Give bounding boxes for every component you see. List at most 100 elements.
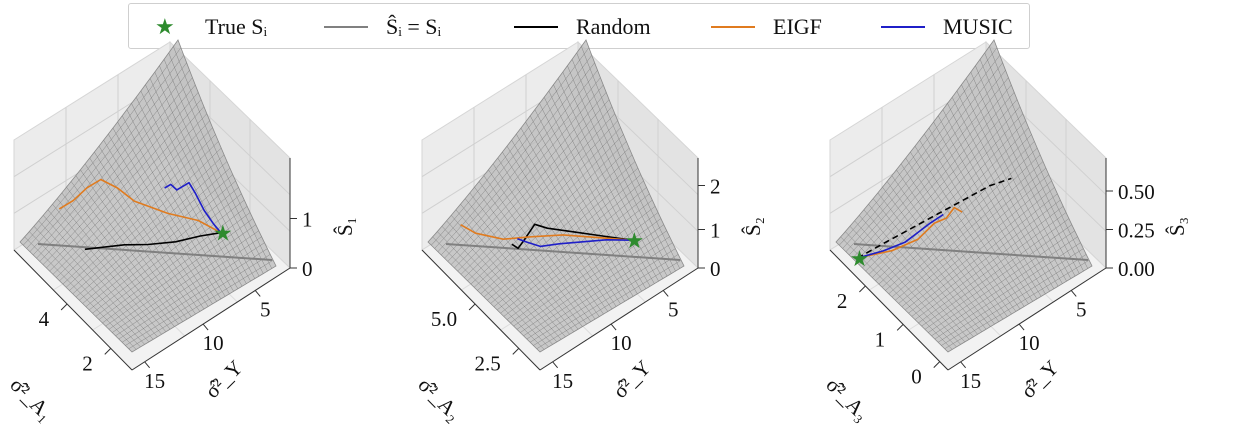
- surface-mesh: [921, 218, 1070, 327]
- surface-mesh: [163, 59, 264, 274]
- surface-mesh: [941, 254, 1087, 346]
- surface-mesh: [103, 139, 209, 307]
- y-tick-label: 15: [144, 369, 165, 393]
- surface-mesh: [989, 46, 1089, 269]
- y-axis-label: σ̂²_Y: [200, 355, 248, 403]
- line-swatch-eigf: [711, 17, 755, 37]
- surface-mesh: [500, 193, 650, 314]
- surface-mesh: [979, 59, 1080, 274]
- y-tick-label: 10: [1019, 331, 1040, 355]
- surface-mesh: [510, 212, 659, 324]
- surface-mesh: [534, 109, 638, 294]
- z-axis-label: Ŝ₁: [333, 217, 357, 236]
- surface-mesh: [82, 174, 233, 304]
- legend-label-true: True Sᵢ: [205, 14, 268, 39]
- surface-mesh: [533, 254, 679, 346]
- surface-mesh: [539, 103, 642, 292]
- series-line-random: [84, 231, 222, 251]
- surface-mesh: [149, 78, 251, 282]
- y-axis-line: [947, 267, 1107, 371]
- surface-mesh: [75, 161, 228, 298]
- y-axis-line: [539, 267, 699, 371]
- legend-label-ideal: Ŝᵢ = Sᵢ: [386, 14, 442, 39]
- legend: ★ True Sᵢ Ŝᵢ = Sᵢ Random EIGF MUSIC: [128, 3, 1030, 49]
- surface-mesh: [931, 236, 1078, 336]
- legend-item-random: Random: [514, 4, 651, 50]
- surface-mesh: [562, 71, 663, 279]
- x-tick-label: 2.5: [475, 351, 501, 375]
- legend-item-ideal: Ŝᵢ = Sᵢ: [324, 4, 441, 50]
- y-tick-label: 5: [260, 297, 271, 321]
- surface-mesh: [924, 133, 1029, 305]
- y-tick-label: 5: [1076, 297, 1087, 321]
- y-axis-line: [131, 267, 291, 371]
- z-tick-label: 0.00: [1118, 257, 1155, 281]
- surface-mesh: [92, 193, 242, 314]
- legend-item-true: ★ True Sᵢ: [143, 4, 267, 50]
- surface-mesh: [529, 248, 676, 343]
- surface-mesh: [581, 46, 681, 269]
- series-line-eigf: [460, 224, 633, 241]
- line-swatch-ideal: [324, 17, 368, 37]
- surface-mesh: [523, 236, 670, 336]
- surface-mesh: [557, 78, 659, 282]
- surface-mesh: [891, 161, 1044, 298]
- surface-mesh: [961, 84, 1063, 284]
- x-tick-label: 4: [39, 307, 50, 331]
- surface-mesh: [928, 230, 1075, 333]
- x-axis-line: [829, 249, 949, 371]
- y-tick-label: 15: [552, 369, 573, 393]
- x-tick: [859, 285, 866, 293]
- surface-mesh: [513, 218, 662, 327]
- surface-mesh: [112, 230, 259, 333]
- surface-mesh: [895, 167, 1047, 301]
- x-tick-label: 2: [82, 351, 93, 375]
- panel-1: ★ 4 2 5 10 15 0 1 σ̂²_A₁ σ̂²_Y Ŝ₁: [5, 39, 357, 425]
- star-icon: ★: [155, 14, 175, 39]
- y-tick: [552, 361, 559, 369]
- surface-mesh: [947, 103, 1050, 292]
- surface-mesh: [122, 115, 226, 297]
- surface-mesh: [530, 115, 634, 297]
- x-tick: [60, 303, 68, 311]
- surface: [427, 39, 685, 353]
- x-axis-line: [13, 249, 133, 371]
- surface-mesh: [938, 115, 1042, 297]
- surface-mesh: [918, 212, 1067, 324]
- y-tick-label: 5: [668, 297, 679, 321]
- surface-mesh: [571, 59, 672, 274]
- surface-mesh: [102, 212, 251, 324]
- z-tick-label: 0.25: [1118, 219, 1155, 243]
- legend-item-eigf: EIGF: [711, 4, 822, 50]
- surface-mesh: [128, 260, 274, 349]
- z-axis-label: Ŝ₂: [741, 217, 765, 236]
- surface-mesh: [79, 167, 231, 301]
- surface-mesh: [576, 52, 676, 272]
- y-tick: [202, 323, 209, 331]
- series-line-music: [164, 181, 222, 234]
- surface-mesh: [511, 139, 617, 307]
- surface-mesh: [490, 174, 641, 304]
- x-axis-line: [421, 249, 541, 371]
- series-line-ideal: [445, 243, 681, 261]
- surface-mesh: [135, 97, 239, 289]
- surface-mesh: [108, 224, 256, 330]
- surface-mesh: [115, 236, 262, 336]
- surface-mesh: [970, 71, 1071, 279]
- x-tick: [512, 348, 520, 355]
- surface-mesh: [924, 224, 1072, 330]
- surface-mesh: [112, 127, 217, 302]
- true-value-star: ★: [850, 246, 870, 271]
- y-tick-label: 10: [203, 331, 224, 355]
- legend-label-eigf: EIGF: [773, 14, 822, 39]
- surface-mesh: [908, 193, 1058, 314]
- surface-mesh: [944, 260, 1090, 349]
- y-tick-label: 10: [611, 331, 632, 355]
- surface-mesh: [543, 97, 647, 289]
- surface-mesh: [108, 133, 213, 305]
- surface-mesh: [965, 78, 1067, 282]
- surface-mesh: [525, 121, 630, 300]
- true-value-star: ★: [624, 228, 644, 253]
